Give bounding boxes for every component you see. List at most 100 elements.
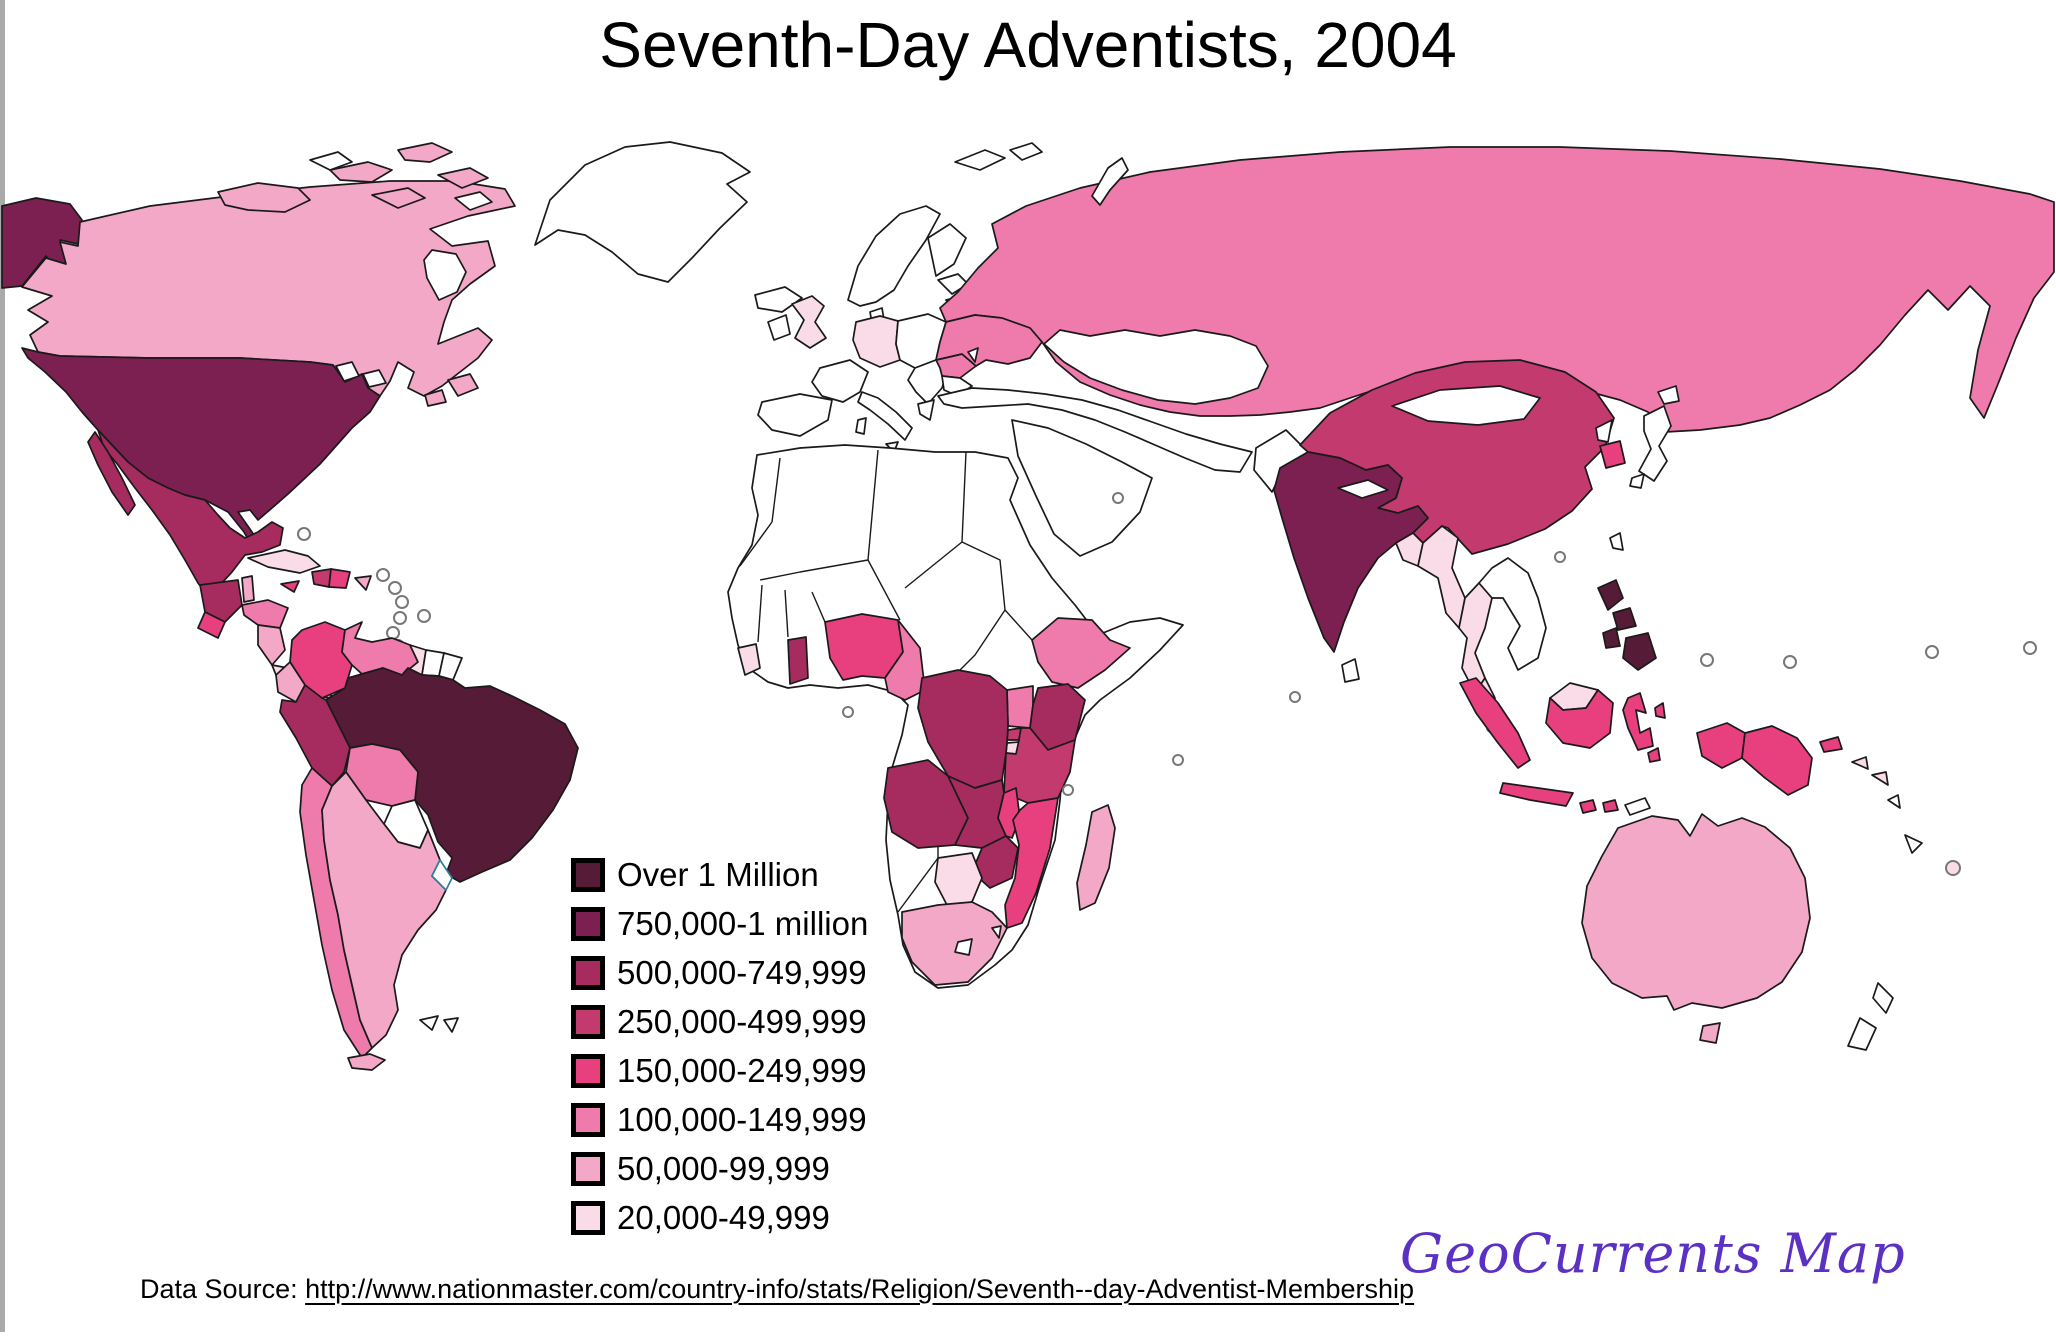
island-falklands [419, 1015, 439, 1031]
country-puerto-rico [354, 575, 372, 591]
country-scandinavia [847, 205, 941, 307]
island-bahrain [1112, 492, 1124, 504]
island-fiji [1945, 860, 1961, 876]
data-source-prefix: Data Source: [140, 1274, 306, 1304]
border-line [811, 591, 826, 623]
country-ukraine [935, 314, 1043, 367]
legend-label: 20,000-49,999 [617, 1199, 830, 1236]
geocurrents-watermark: GeoCurrents Map [1400, 1222, 1906, 1285]
border-line [867, 449, 879, 561]
island-antilles [376, 568, 390, 582]
island-bahamas [297, 527, 311, 541]
island-antilles [395, 595, 409, 609]
country-baja [87, 431, 136, 516]
island-solomons [1851, 756, 1869, 770]
country-kazakhstan [1043, 329, 1269, 405]
country-thailand [1458, 582, 1493, 694]
country-indochina [1478, 557, 1547, 671]
island-antilles [386, 626, 400, 640]
island-timor [1624, 797, 1651, 816]
legend-swatch-50k-99k [571, 1152, 605, 1186]
legend-item-50k-99k: 50,000-99,999 [571, 1150, 868, 1187]
island-lesser-sunda [1579, 799, 1597, 814]
island-java [1499, 782, 1574, 807]
border-line [739, 521, 773, 567]
great-lakes [362, 369, 387, 388]
country-swaziland [991, 925, 1002, 939]
country-arabia [1011, 419, 1153, 557]
country-moldova [967, 347, 979, 363]
island-sardinia [855, 417, 867, 435]
island-pacific [1783, 655, 1797, 669]
legend-label: Over 1 Million [617, 856, 819, 893]
country-france [811, 359, 869, 403]
country-philippines [1622, 632, 1657, 671]
country-japan [1629, 473, 1645, 489]
island-moluccas [1654, 702, 1666, 719]
country-north-korea [1595, 419, 1613, 443]
island-falklands [443, 1017, 459, 1033]
country-papua-new-guinea [1741, 725, 1813, 796]
legend-label: 250,000-499,999 [617, 1003, 867, 1040]
country-cuba [247, 549, 321, 574]
country-maritimes [424, 389, 447, 407]
country-madagascar [1076, 804, 1116, 911]
country-haiti [311, 568, 332, 588]
country-ghana [787, 636, 809, 685]
island-kalimantan [1545, 689, 1614, 749]
island-antilles [417, 609, 431, 623]
arctic-island [397, 142, 453, 163]
country-philippines [1612, 607, 1637, 631]
country-french-guiana [438, 652, 463, 681]
country-uganda [1006, 685, 1034, 729]
country-germany [852, 315, 901, 368]
country-ireland [767, 314, 791, 341]
border-line [897, 857, 939, 913]
island-lesser-sunda [1602, 799, 1619, 813]
country-philippines [1597, 579, 1624, 611]
border-line [961, 451, 967, 543]
country-belize [241, 575, 255, 603]
country-finland [927, 223, 967, 277]
legend-label: 150,000-249,999 [617, 1052, 867, 1089]
country-iberia [757, 393, 833, 437]
border-line [961, 541, 1006, 611]
country-uruguay [431, 859, 453, 891]
data-source-link[interactable]: http://www.nationmaster.com/country-info… [305, 1274, 1415, 1304]
great-lakes [335, 361, 360, 382]
country-taiwan [1609, 532, 1624, 551]
island-maldives [1289, 691, 1301, 703]
island-antilles [388, 581, 402, 595]
island-pacific [2023, 641, 2037, 655]
legend-item-250k-499k: 250,000-499,999 [571, 1003, 868, 1040]
legend-swatch-500k-749k [571, 956, 605, 990]
hudson-bay [423, 249, 467, 301]
country-newfoundland [447, 373, 479, 397]
data-source-line: Data Source: http://www.nationmaster.com… [140, 1274, 1414, 1305]
country-uk [791, 295, 827, 349]
country-greece [917, 399, 935, 421]
country-mongolia [1391, 385, 1541, 426]
legend-swatch-150k-249k [571, 1054, 605, 1088]
country-ethiopia [1031, 617, 1131, 689]
island-sumatra [1459, 677, 1531, 769]
arctic-island [217, 182, 311, 213]
legend-label: 100,000-149,999 [617, 1101, 867, 1138]
border-line [867, 559, 901, 621]
island-seychelles [1172, 754, 1184, 766]
country-lesotho [954, 938, 973, 956]
country-guatemala [199, 579, 243, 623]
legend: Over 1 Million 750,000-1 million 500,000… [571, 856, 868, 1236]
country-italy [857, 391, 913, 441]
border-line [757, 584, 763, 643]
island-sulawesi [1622, 692, 1654, 751]
legend-item-150k-249k: 150,000-249,999 [571, 1052, 868, 1089]
country-argentina [321, 771, 447, 1049]
country-mexico [97, 429, 284, 604]
island-moluccas [1647, 747, 1661, 763]
arctic-island [437, 167, 489, 189]
border-line [784, 589, 789, 638]
country-australia [1581, 813, 1811, 1011]
country-sierra-leone [737, 643, 761, 676]
